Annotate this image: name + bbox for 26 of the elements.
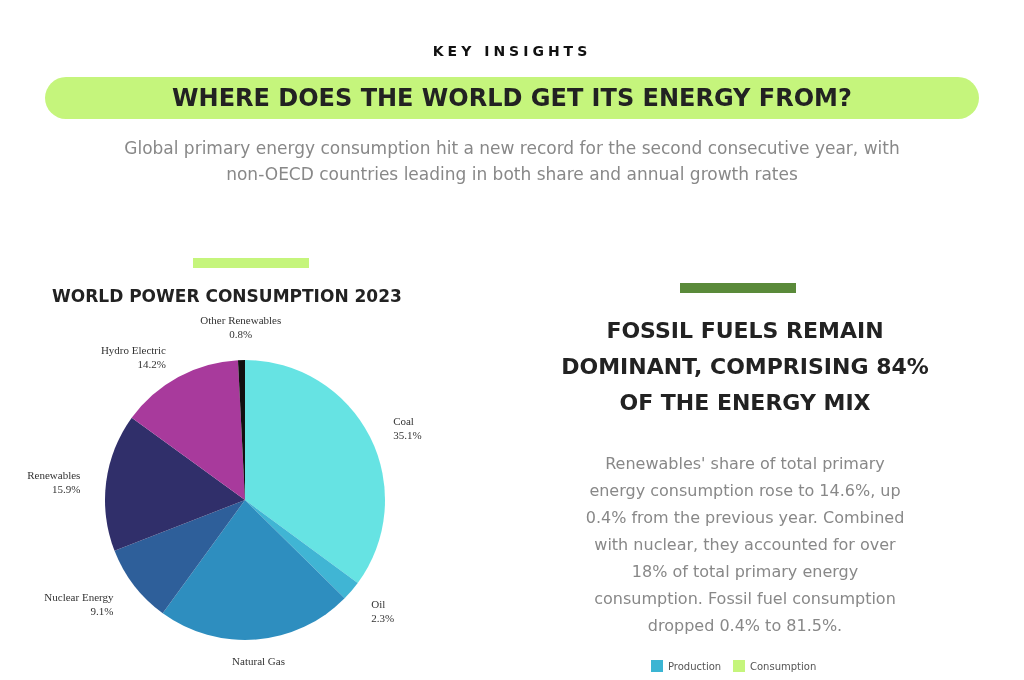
data-label: 9.1%	[90, 605, 114, 618]
text: Global primary energy consumption hit a new record for the second consecutive year, with non-OECD countries leading in both share and annual growth rates	[124, 138, 900, 184]
slice-label: Other Renewables	[200, 314, 282, 327]
slice-label: Oil	[371, 597, 386, 610]
data-label: 35.1%	[393, 429, 422, 442]
pie-slice	[114, 500, 245, 614]
data-label: 2.3%	[371, 611, 395, 624]
text: WHERE DOES THE WORLD GET ITS ENERGY FROM?	[172, 84, 852, 112]
pie-slice	[245, 360, 385, 583]
pie-slice	[105, 417, 245, 551]
data-label: 0.8%	[229, 328, 253, 341]
text: FOSSIL FUELS REMAIN DOMINANT, COMPRISING 84% OF THE ENERGY MIX	[561, 318, 929, 415]
text: Consumption	[750, 661, 817, 672]
data-label: 14.2%	[137, 358, 166, 371]
text: KEY INSIGHTS	[432, 43, 592, 59]
text: WORLD POWER CONSUMPTION 2023	[52, 286, 402, 306]
pie-slice	[131, 360, 245, 500]
text: Renewables' share of total primary energy consumption rose to 14.6%, up 0.4% from the previous year. Combined with nuclear, they accounted for over 18% of total primary energy consumption. Fossil fuel consumption dropped 0.4% to 81.5%.	[585, 454, 905, 635]
slice-label: Nuclear Energy	[44, 591, 114, 604]
slice-label: Renewables	[27, 468, 81, 481]
text: Production	[668, 661, 722, 672]
slice-label: Coal	[393, 415, 414, 428]
slice-label: Natural Gas	[232, 655, 285, 668]
data-label: 15.9%	[51, 482, 81, 495]
slice-label: Hydro Electric	[100, 344, 167, 357]
pie-slice	[162, 500, 345, 640]
